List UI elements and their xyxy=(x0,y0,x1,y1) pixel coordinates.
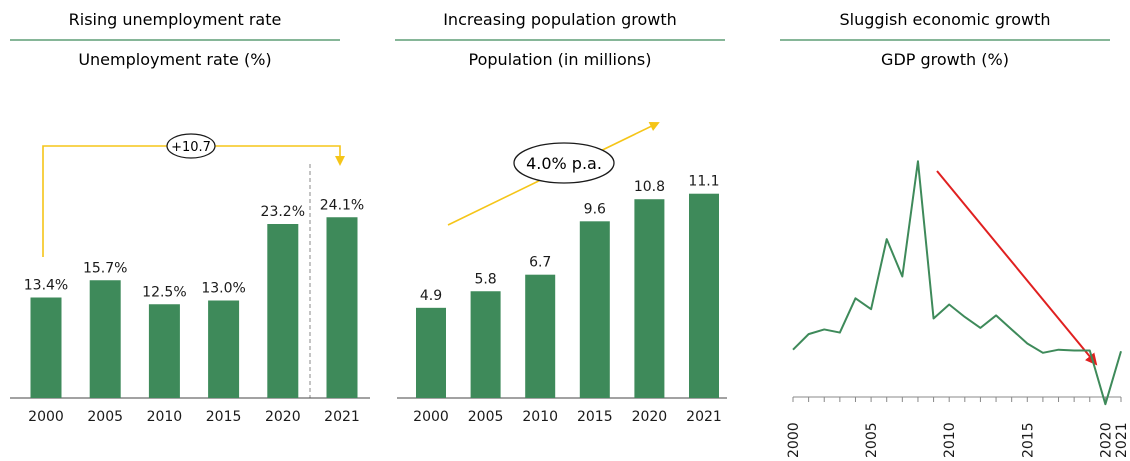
unemployment-value-label: 15.7% xyxy=(83,260,127,276)
unemployment-x-tick-label: 2020 xyxy=(265,409,301,425)
gdp-line-chart: 2000 2005 2010 2015 2020 2021 xyxy=(786,160,1130,458)
unemployment-value-label: 23.2% xyxy=(261,204,305,220)
gdp-x-tick-label: 2021 xyxy=(1114,422,1130,458)
population-value-label: 10.8 xyxy=(634,179,665,195)
gdp-x-tick-label: 2005 xyxy=(864,422,880,458)
population-cagr-oval xyxy=(513,142,615,184)
unemployment-x-tick-label: 2000 xyxy=(28,409,64,425)
population-bar xyxy=(416,307,446,398)
population-bar xyxy=(689,193,719,398)
panel2-chart-title: Population (in millions) xyxy=(469,50,652,69)
gdp-x-tick-label: 2000 xyxy=(786,422,802,458)
population-bar-chart: 4.9 2000 5.8 2005 6.7 2010 9.6 2015 10.8 2020 11.1… xyxy=(397,174,727,425)
unemployment-bar xyxy=(326,217,358,398)
unemployment-change-annotation: +10.7 xyxy=(42,133,345,257)
gdp-x-tick-label: 2010 xyxy=(942,422,958,458)
unemployment-bar xyxy=(148,304,180,398)
population-value-label: 6.7 xyxy=(529,255,551,271)
panel3-section-title: Sluggish economic growth xyxy=(839,10,1050,29)
population-x-tick-label: 2005 xyxy=(468,409,504,425)
unemployment-value-label: 24.1% xyxy=(320,197,364,213)
population-x-tick-label: 2020 xyxy=(632,409,668,425)
population-value-label: 4.9 xyxy=(420,288,442,304)
unemployment-bar xyxy=(208,300,240,398)
panel3-chart-title: GDP growth (%) xyxy=(881,50,1009,69)
panel1-chart-title: Unemployment rate (%) xyxy=(78,50,271,69)
unemployment-value-label: 13.0% xyxy=(201,281,245,297)
unemployment-x-tick-label: 2010 xyxy=(147,409,183,425)
unemployment-value-label: 12.5% xyxy=(142,284,186,300)
population-x-tick-label: 2015 xyxy=(577,409,613,425)
unemployment-bar xyxy=(89,280,121,398)
population-x-tick-label: 2010 xyxy=(522,409,558,425)
gdp-x-tick-label: 2020 xyxy=(1098,422,1114,458)
unemployment-x-tick-label: 2015 xyxy=(206,409,242,425)
population-bar xyxy=(470,291,501,398)
population-value-label: 9.6 xyxy=(584,201,606,217)
unemployment-value-label: 13.4% xyxy=(24,278,68,294)
unemployment-x-tick-label: 2021 xyxy=(324,409,360,425)
unemployment-bar xyxy=(267,224,299,398)
gdp-x-tick-label: 2015 xyxy=(1020,422,1036,458)
panel1-section-title: Rising unemployment rate xyxy=(69,10,282,29)
unemployment-x-tick-label: 2005 xyxy=(87,409,123,425)
unemployment-change-label: +10.7 xyxy=(171,140,211,155)
unemployment-bar-chart: 13.4% 2000 15.7% 2005 12.5% 2010 13.0% 2015 23.2… xyxy=(10,197,370,425)
unemployment-bar xyxy=(30,297,62,398)
population-bar xyxy=(525,274,556,398)
population-x-tick-label: 2000 xyxy=(413,409,449,425)
gdp-series-line xyxy=(792,160,1122,406)
population-value-label: 11.1 xyxy=(688,174,719,190)
panel2-section-title: Increasing population growth xyxy=(443,10,677,29)
unemployment-change-oval xyxy=(166,133,216,159)
gdp-decline-arrow xyxy=(936,170,1098,366)
population-bar xyxy=(579,221,610,398)
population-x-tick-label: 2021 xyxy=(686,409,722,425)
population-bar xyxy=(634,199,665,398)
population-cagr-label: 4.0% p.a. xyxy=(526,154,602,173)
population-cagr-annotation: 4.0% p.a. xyxy=(447,121,660,226)
population-value-label: 5.8 xyxy=(474,271,496,287)
